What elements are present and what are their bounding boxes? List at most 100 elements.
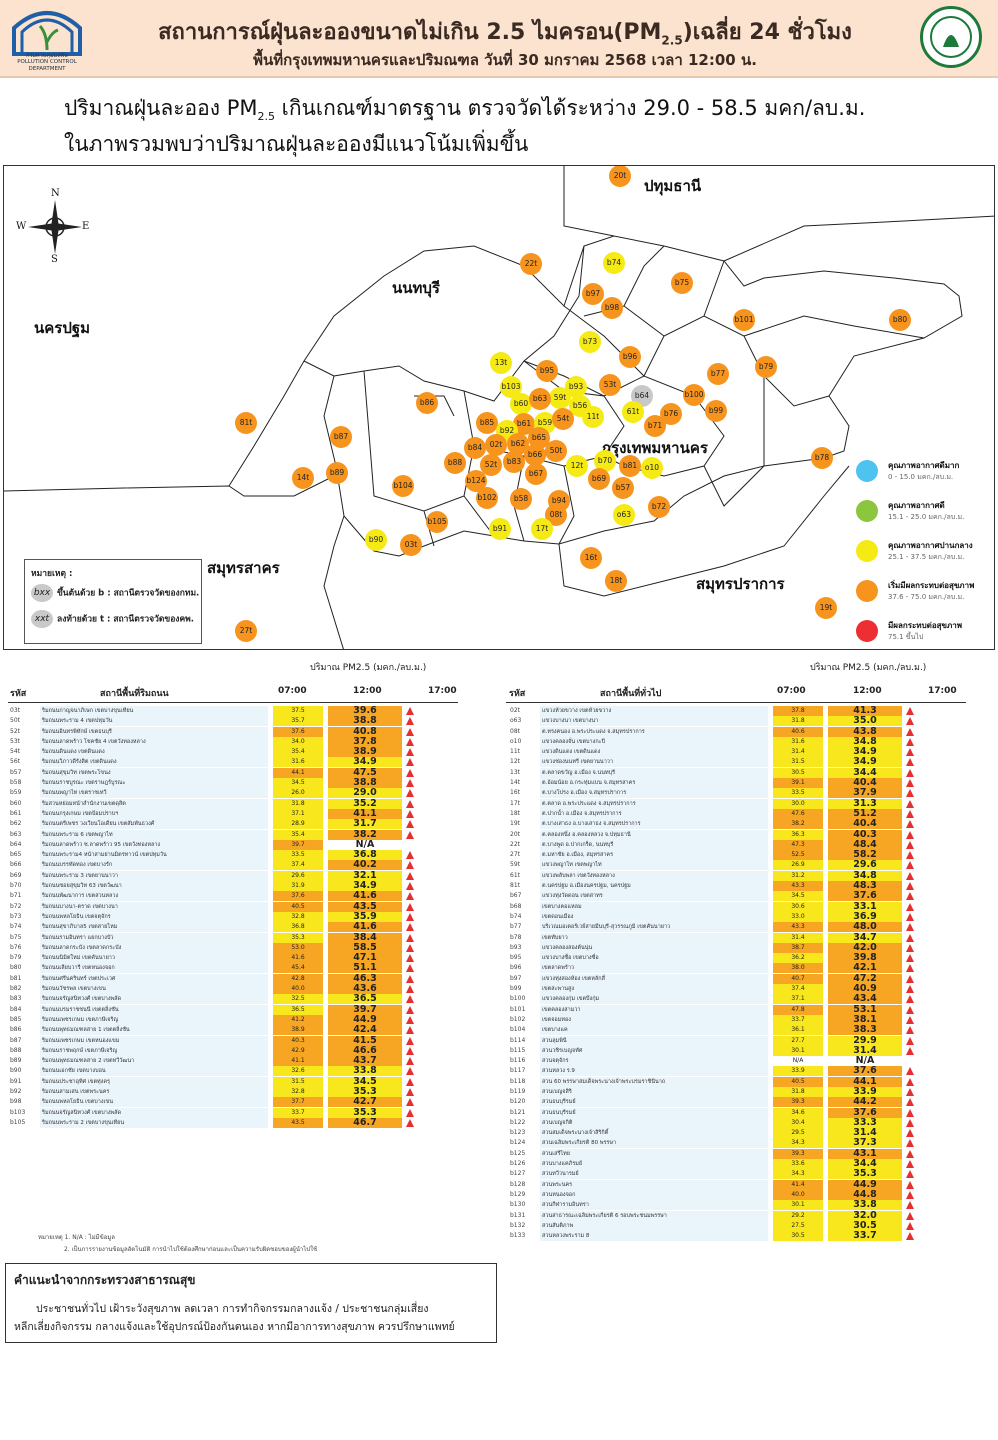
trend-up-icon — [906, 1026, 914, 1035]
value-0700: 33.7 — [273, 1107, 323, 1118]
station-marker-b86[interactable]: b86 — [416, 392, 438, 414]
station-marker-12t[interactable]: 12t — [566, 455, 588, 477]
station-marker-b87[interactable]: b87 — [330, 426, 352, 448]
station-marker-b96[interactable]: b96 — [619, 346, 641, 368]
value-1200: 34.9 — [828, 757, 902, 768]
trend-up-icon — [906, 1108, 914, 1117]
station-marker-17t[interactable]: 17t — [531, 518, 553, 540]
station-marker-b97[interactable]: b97 — [582, 283, 604, 305]
station-marker-o10[interactable]: o10 — [641, 457, 663, 479]
station-marker-b93[interactable]: b93 — [565, 376, 587, 398]
station-marker-b95[interactable]: b95 — [536, 360, 558, 382]
station-marker-50t[interactable]: 50t — [545, 440, 567, 462]
station-marker-b61[interactable]: b61 — [513, 413, 535, 435]
th-place-right: สถานีพื้นที่ทั่วไป — [600, 689, 662, 699]
station-code: 11t — [510, 748, 520, 756]
station-marker-b88[interactable]: b88 — [444, 452, 466, 474]
station-marker-b73[interactable]: b73 — [579, 331, 601, 353]
station-name: แขวงบางซื่อ เขตบางซื่อ — [540, 953, 768, 964]
general-station-table: 02t แขวงห้วยขวาง เขตห้วยขวาง 37.8 41.3 o63 แข… — [510, 706, 998, 1242]
table-row: b74 ริมถนนสุขาภิบาล5 เขตสายไหม 36.8 41.6 — [10, 922, 500, 933]
station-marker-b62[interactable]: b62 — [507, 433, 529, 455]
table-row: 59t แขวงพญาไท เขตพญาไท 26.9 29.6 — [510, 860, 998, 871]
station-marker-b74[interactable]: b74 — [603, 252, 625, 274]
station-marker-13t[interactable]: 13t — [490, 352, 512, 374]
value-1200: 34.4 — [828, 1159, 902, 1170]
station-marker-b58[interactable]: b58 — [510, 488, 532, 510]
station-marker-b69[interactable]: b69 — [588, 468, 610, 490]
table-row: 20t ต.คลองหนึ่ง อ.คลองหลวง จ.ปทุมธานี 36.3… — [510, 829, 998, 840]
station-marker-27t[interactable]: 27t — [235, 620, 257, 642]
table-row: 56t ริมถนนวิภาวดีรังสิต เขตดินแดง 31.6 34.9 — [10, 757, 500, 768]
value-1200: 38.2 — [328, 829, 402, 840]
station-marker-11t[interactable]: 11t — [582, 406, 604, 428]
value-1200: 38.4 — [328, 932, 402, 943]
station-marker-b76[interactable]: b76 — [660, 403, 682, 425]
station-marker-b72[interactable]: b72 — [648, 496, 670, 518]
station-marker-16t[interactable]: 16t — [580, 547, 602, 569]
station-marker-22t[interactable]: 22t — [520, 253, 542, 275]
station-marker-b102[interactable]: b102 — [476, 487, 498, 509]
station-marker-b124[interactable]: b124 — [465, 470, 487, 492]
station-marker-19t[interactable]: 19t — [815, 597, 837, 619]
station-marker-52t[interactable]: 52t — [480, 454, 502, 476]
station-marker-b57[interactable]: b57 — [612, 477, 634, 499]
station-marker-20t[interactable]: 20t — [609, 166, 631, 187]
table-row: b97 แขวงทุ่งสองห้อง เขตหลักสี่ 40.7 47.2 — [510, 973, 998, 984]
station-name: ริมถนนพหลโยธิน เขตจตุจักร — [40, 911, 268, 922]
trend-up-icon — [906, 830, 914, 839]
station-marker-61t[interactable]: 61t — [622, 401, 644, 423]
station-marker-b83[interactable]: b83 — [503, 451, 525, 473]
station-marker-b80[interactable]: b80 — [889, 309, 911, 331]
value-0700: 33.0 — [773, 911, 823, 922]
region-label-pathum: ปทุมธานี — [644, 177, 702, 195]
station-marker-b70[interactable]: b70 — [594, 450, 616, 472]
station-code: 53t — [10, 737, 20, 745]
station-marker-b81[interactable]: b81 — [619, 455, 641, 477]
station-marker-b65[interactable]: b65 — [528, 427, 550, 449]
trend-up-icon — [406, 954, 414, 963]
table-row: 22t ต.บางพูด อ.ปากเกร็ด, นนทบุรี 47.3 48.4 — [510, 839, 998, 850]
trend-up-icon — [406, 1036, 414, 1045]
station-name: ริมถนนพัฒนาการ เขตสวนหลวง — [40, 891, 268, 902]
station-code: b59 — [10, 789, 22, 797]
station-marker-b90[interactable]: b90 — [365, 529, 387, 551]
station-marker-53t[interactable]: 53t — [599, 374, 621, 396]
table-row: b72 ริมถนนบางนา-ตราด เขตบางนา 40.5 43.5 — [10, 901, 500, 912]
station-marker-b101[interactable]: b101 — [733, 309, 755, 331]
station-name: สวนสาธารณะเฉลิมพระเกียรติ 6 รอบพระชนมพรร… — [540, 1210, 768, 1221]
station-marker-54t[interactable]: 54t — [552, 408, 574, 430]
station-marker-59t[interactable]: 59t — [549, 387, 571, 409]
station-marker-b84[interactable]: b84 — [464, 437, 486, 459]
value-0700: 32.8 — [273, 911, 323, 922]
trend-up-icon — [906, 1190, 914, 1199]
station-marker-b78[interactable]: b78 — [811, 447, 833, 469]
station-marker-b63[interactable]: b63 — [529, 388, 551, 410]
station-marker-b75[interactable]: b75 — [671, 272, 693, 294]
station-marker-b91[interactable]: b91 — [489, 518, 511, 540]
station-marker-b104[interactable]: b104 — [392, 475, 414, 497]
station-marker-b99[interactable]: b99 — [705, 400, 727, 422]
station-marker-b60[interactable]: b60 — [510, 393, 532, 415]
station-marker-b71[interactable]: b71 — [644, 415, 666, 437]
station-marker-81t[interactable]: 81t — [235, 412, 257, 434]
station-marker-b79[interactable]: b79 — [755, 356, 777, 378]
station-marker-08t[interactable]: 08t — [545, 504, 567, 526]
station-marker-b67[interactable]: b67 — [525, 463, 547, 485]
station-marker-03t[interactable]: 03t — [400, 534, 422, 556]
station-marker-b98[interactable]: b98 — [601, 297, 623, 319]
station-marker-b105[interactable]: b105 — [426, 511, 448, 533]
station-code: b95 — [510, 954, 522, 962]
station-marker-14t[interactable]: 14t — [292, 467, 314, 489]
station-marker-o63[interactable]: o63 — [613, 504, 635, 526]
station-marker-b66[interactable]: b66 — [524, 444, 546, 466]
station-marker-b85[interactable]: b85 — [476, 412, 498, 434]
value-0700: 33.6 — [773, 1159, 823, 1170]
station-marker-b103[interactable]: b103 — [500, 376, 522, 398]
station-marker-02t[interactable]: 02t — [485, 434, 507, 456]
table-row: b99 เขตสะพานสูง 37.4 40.9 — [510, 984, 998, 995]
station-marker-b77[interactable]: b77 — [707, 363, 729, 385]
station-marker-18t[interactable]: 18t — [605, 570, 627, 592]
station-marker-b89[interactable]: b89 — [326, 462, 348, 484]
station-marker-b100[interactable]: b100 — [683, 384, 705, 406]
